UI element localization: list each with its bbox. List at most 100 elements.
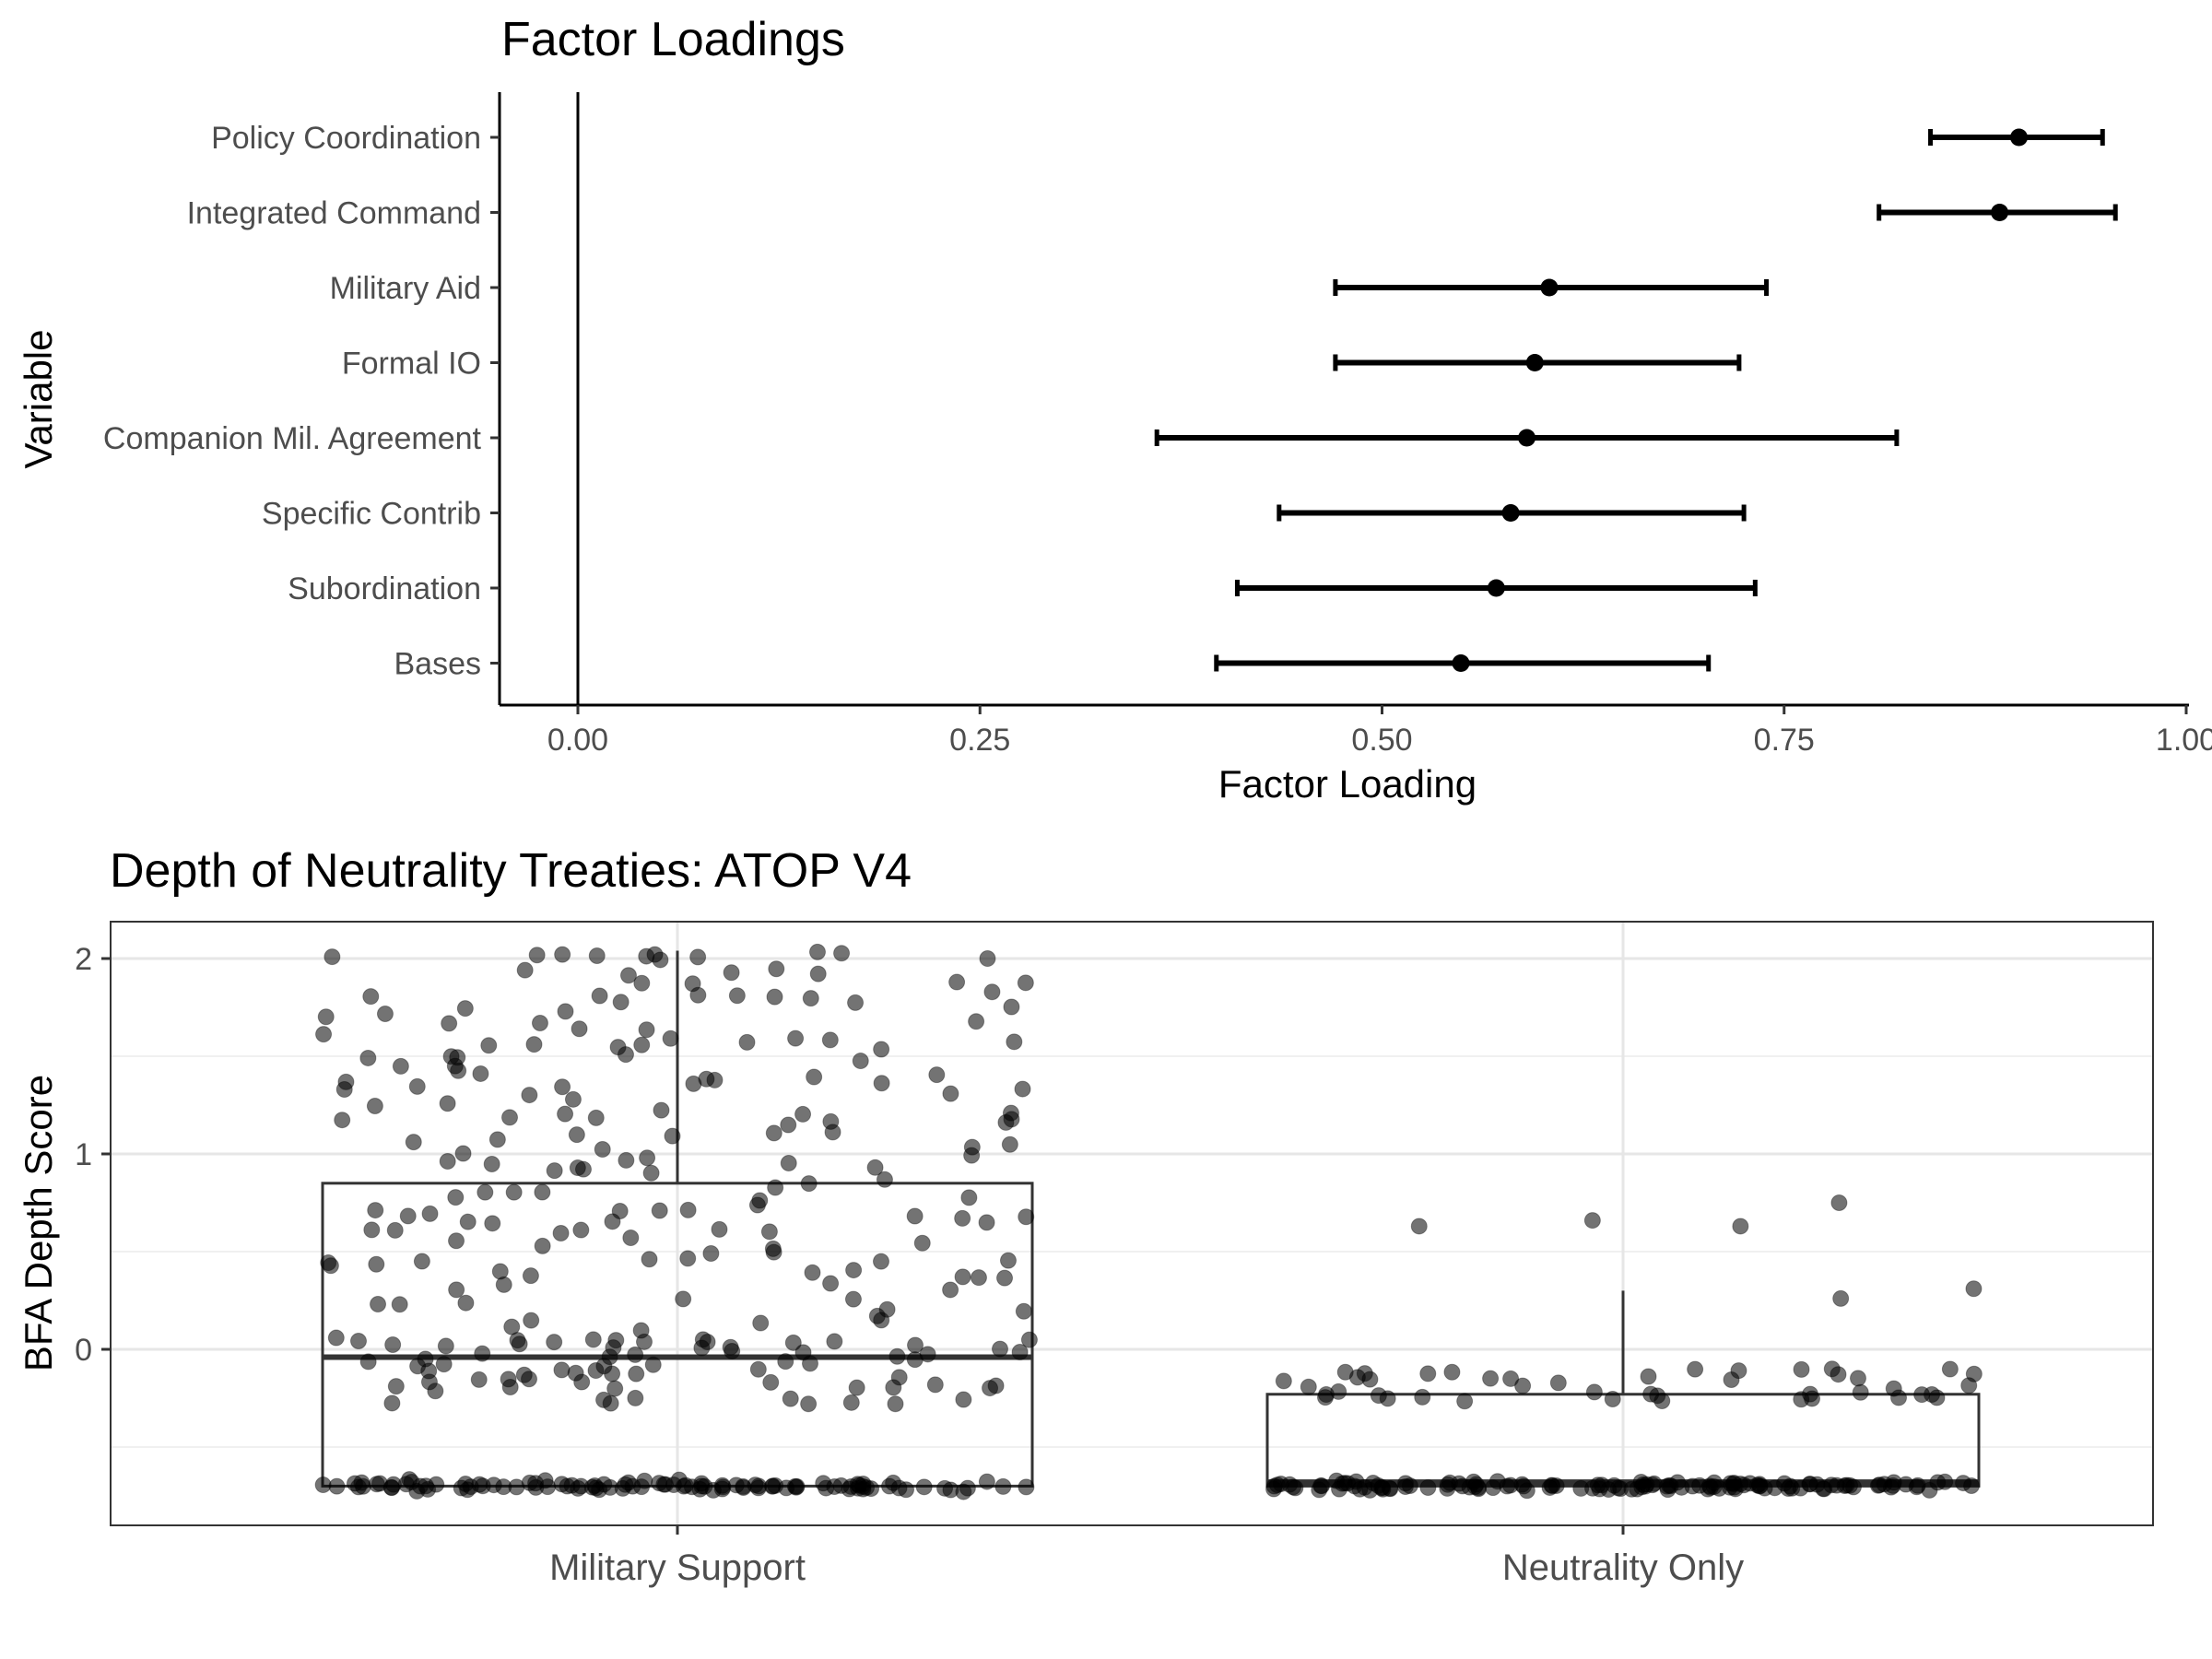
data-point-79 [583, 1478, 601, 1496]
data-point-324 [639, 1149, 656, 1167]
data-point-166 [1011, 1343, 1029, 1360]
data-point-342 [942, 1281, 959, 1299]
data-point-512 [1802, 1385, 1819, 1403]
loading-military-aid [1333, 278, 1770, 297]
data-point-298 [459, 1213, 477, 1230]
data-point-334 [604, 1213, 621, 1230]
data-point-277 [363, 1221, 381, 1239]
data-point-302 [954, 1268, 971, 1286]
data-point-158 [991, 1340, 1008, 1358]
data-point-111 [584, 1331, 602, 1348]
data-point-125 [777, 1353, 794, 1371]
data-point-527 [1410, 1218, 1428, 1235]
data-point-268 [968, 1013, 985, 1030]
data-point-88 [349, 1478, 367, 1496]
data-point-455 [1658, 1477, 1676, 1495]
data-point-260 [484, 1215, 501, 1232]
data-point-476 [1396, 1475, 1414, 1492]
data-point-62 [826, 1477, 843, 1495]
data-point-348 [501, 1109, 519, 1126]
data-point-226 [483, 1156, 500, 1173]
data-point-122 [800, 1395, 818, 1413]
data-point-154 [420, 1373, 438, 1391]
data-point-497 [1913, 1386, 1931, 1404]
data-point-167 [604, 1365, 621, 1382]
data-point-295 [800, 1175, 818, 1193]
data-point-198 [612, 994, 629, 1011]
data-point-136 [327, 1329, 345, 1347]
panel2-y-axis-label: BFA Depth Score [17, 1075, 60, 1371]
data-point-155 [500, 1371, 517, 1388]
data-point-297 [675, 1290, 692, 1308]
data-point-417 [1871, 1477, 1888, 1494]
data-point-146 [888, 1347, 906, 1365]
data-point-498 [1604, 1391, 1621, 1408]
data-point-325 [525, 1036, 543, 1053]
x-tick-label-4: 1.00 [2156, 723, 2212, 758]
data-point-247 [334, 1112, 351, 1129]
y-tick-label-0: 0 [75, 1333, 92, 1368]
data-point-141 [926, 1376, 944, 1394]
data-point-99 [412, 1477, 429, 1495]
data-point-230 [662, 1030, 679, 1047]
data-point-130 [955, 1391, 972, 1408]
data-point-489 [1687, 1360, 1704, 1378]
data-point-162 [521, 1371, 538, 1388]
data-point-304 [765, 1124, 782, 1142]
data-point-280 [1002, 1104, 1019, 1122]
data-point-327 [808, 943, 826, 960]
data-point-109 [794, 1344, 812, 1361]
y-tick-label-formal-io: Formal IO [342, 347, 481, 382]
data-point-317 [780, 1155, 797, 1172]
data-point-321 [876, 1171, 893, 1188]
loading-subordination [1234, 579, 1758, 597]
data-point-511 [1823, 1360, 1841, 1378]
data-point-195 [821, 1031, 839, 1049]
data-point-266 [907, 1336, 924, 1354]
panel2-border [110, 921, 2154, 1526]
data-point-165 [474, 1345, 491, 1362]
data-point-225 [337, 1073, 355, 1090]
data-point-278 [806, 1068, 823, 1086]
data-point-147 [782, 1390, 799, 1407]
data-point-184 [439, 1095, 456, 1112]
data-point-204 [633, 974, 651, 992]
data-point-180 [546, 1162, 563, 1180]
data-point-502 [1361, 1371, 1379, 1388]
data-point-333 [694, 1331, 712, 1348]
data-point-215 [572, 1221, 590, 1239]
data-point-246 [845, 1262, 863, 1279]
data-point-520 [1653, 1392, 1671, 1409]
point-estimate-subordination [1487, 579, 1505, 597]
data-point-339 [822, 1275, 840, 1292]
data-point-305 [1006, 1033, 1023, 1051]
x-tick-label-1: 0.25 [949, 723, 1010, 758]
data-point-465 [1470, 1480, 1488, 1498]
y-tick-label-2: 2 [75, 942, 92, 977]
data-point-50 [693, 1477, 711, 1495]
y-tick-label-specific-contrib: Specific Contrib [262, 497, 481, 532]
data-point-45 [314, 1477, 332, 1494]
data-point-519 [1414, 1388, 1431, 1406]
data-point-244 [702, 1244, 720, 1262]
data-point-346 [794, 1105, 812, 1123]
point-estimate-military-aid [1540, 278, 1559, 297]
data-point-274 [948, 973, 966, 991]
data-point-83 [854, 1477, 872, 1495]
data-point-453 [1453, 1477, 1471, 1495]
data-point-227 [852, 1053, 869, 1070]
data-point-514 [1443, 1363, 1461, 1381]
data-point-528 [1965, 1280, 1983, 1298]
data-point-306 [833, 945, 851, 962]
data-point-253 [632, 1322, 650, 1339]
data-point-463 [1732, 1476, 1749, 1493]
data-point-504 [1419, 1365, 1437, 1382]
data-point-508 [1941, 1360, 1959, 1378]
data-point-307 [748, 1196, 766, 1214]
data-point-115 [387, 1378, 405, 1395]
data-point-233 [809, 965, 827, 982]
data-point-129 [567, 1364, 584, 1382]
data-point-314 [472, 1065, 489, 1082]
y-tick-label-subordination: Subordination [288, 571, 481, 606]
data-point-468 [1281, 1476, 1299, 1493]
